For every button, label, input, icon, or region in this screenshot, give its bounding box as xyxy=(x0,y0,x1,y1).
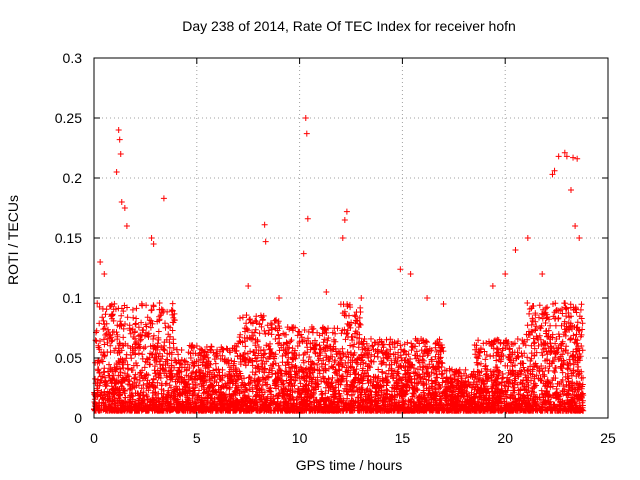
roti-point xyxy=(304,215,311,222)
roti-point xyxy=(524,235,531,241)
roti-point-cluster xyxy=(296,324,324,414)
roti-point xyxy=(101,271,108,277)
roti-point xyxy=(300,250,307,257)
roti-point xyxy=(572,223,579,229)
roti-point xyxy=(341,217,348,223)
roti-point-cluster xyxy=(276,324,303,414)
roti-point-cluster xyxy=(173,342,200,414)
roti-point xyxy=(323,289,330,295)
roti-point xyxy=(276,295,283,301)
roti-point xyxy=(303,130,310,137)
roti-point xyxy=(555,153,562,160)
roti-point-cluster xyxy=(440,365,467,414)
roti-point xyxy=(407,271,414,277)
y-tick-label: 0.25 xyxy=(55,110,82,126)
roti-point xyxy=(561,149,568,156)
y-tick-label: 0.1 xyxy=(63,290,83,306)
x-tick-label: 5 xyxy=(193,430,201,446)
roti-point xyxy=(302,115,309,121)
roti-point xyxy=(262,238,269,245)
roti-point-cluster xyxy=(317,324,344,414)
roti-point xyxy=(570,154,577,161)
roti-point-cluster xyxy=(235,312,262,414)
roti-point xyxy=(148,235,155,241)
x-tick-label: 0 xyxy=(90,430,98,446)
roti-point-cluster xyxy=(91,300,118,414)
roti-point-cluster xyxy=(132,300,159,414)
roti-point xyxy=(97,259,104,265)
roti-point-cluster xyxy=(563,301,587,414)
roti-point-cluster xyxy=(152,300,180,414)
x-tick-label: 25 xyxy=(600,430,616,446)
roti-point xyxy=(123,223,130,229)
roti-point xyxy=(502,271,509,277)
roti-point-cluster xyxy=(193,343,221,414)
roti-point xyxy=(245,283,252,289)
roti-point xyxy=(424,295,431,301)
roti-point xyxy=(567,187,574,193)
roti-point xyxy=(116,136,123,143)
roti-point xyxy=(576,235,583,241)
x-tick-label: 15 xyxy=(395,430,411,446)
y-tick-label: 0.05 xyxy=(55,350,82,366)
y-tick-label: 0.2 xyxy=(63,170,83,186)
chart-title: Day 238 of 2014, Rate Of TEC Index for r… xyxy=(182,18,516,34)
roti-point xyxy=(339,235,346,241)
roti-point-cluster xyxy=(461,337,488,414)
y-tick-label: 0 xyxy=(74,410,82,426)
roti-point xyxy=(150,241,157,247)
roti-point xyxy=(121,205,128,211)
roti-point xyxy=(440,301,447,307)
roti-point-cluster xyxy=(214,342,241,414)
y-tick-label: 0.3 xyxy=(63,50,83,66)
axis-ticks: 0 5 10 15 20 25 0 0.05 0.1 0.15 0.2 0.25 0.3 xyxy=(55,50,616,446)
roti-point xyxy=(578,343,585,349)
roti-point-cluster xyxy=(255,312,282,414)
roti-point xyxy=(358,295,365,301)
roti-point-cluster xyxy=(522,300,550,414)
roti-point xyxy=(489,283,496,289)
roti-point xyxy=(551,167,558,174)
y-axis-label: ROTI / TECUs xyxy=(5,195,21,285)
x-tick-label: 10 xyxy=(292,430,308,446)
y-tick-label: 0.15 xyxy=(55,230,82,246)
data-points xyxy=(91,115,587,414)
roti-point xyxy=(539,271,546,277)
roti-point xyxy=(261,221,268,228)
roti-point-cluster xyxy=(420,336,447,414)
roti-point xyxy=(115,127,122,133)
x-tick-label: 20 xyxy=(497,430,513,446)
x-axis-label: GPS time / hours xyxy=(296,457,403,473)
roti-point xyxy=(117,151,124,157)
roti-point-cluster xyxy=(543,300,570,414)
roti-point xyxy=(549,171,556,178)
roti-point xyxy=(574,155,581,162)
roti-point xyxy=(397,266,404,273)
roti-point xyxy=(118,199,125,205)
roti-point xyxy=(563,153,570,160)
roti-point-cluster xyxy=(379,336,406,414)
roti-point xyxy=(343,208,350,215)
roti-point-cluster xyxy=(358,335,385,414)
roti-point-cluster xyxy=(502,336,529,414)
roti-point xyxy=(113,169,120,175)
roti-point xyxy=(160,195,167,202)
roti-point xyxy=(512,247,519,253)
